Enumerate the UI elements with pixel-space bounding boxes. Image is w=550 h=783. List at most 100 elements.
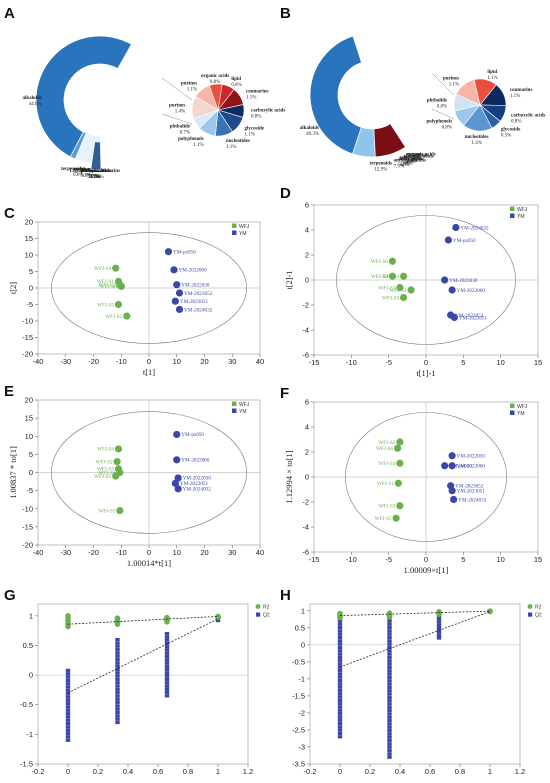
inner-pct-9: 1.4%	[175, 110, 185, 115]
x-tick-label-1: -10	[346, 555, 357, 564]
y-tick-label-5: 5	[29, 450, 33, 459]
x-tick-label-3: -10	[116, 357, 127, 366]
inner-label-3: coumarins	[246, 90, 269, 95]
legend-label-1: YM	[517, 411, 525, 417]
slice-pct-0: 49.3%	[306, 132, 319, 137]
y-tick-label-9: 1	[301, 606, 305, 615]
q2-marker-0-28	[337, 642, 343, 646]
score-point-0	[396, 438, 404, 446]
x-axis-label: 1.00014*t[1]	[127, 558, 171, 568]
inner-label-2: lipid	[231, 77, 241, 82]
q2-marker-1-0	[387, 755, 392, 759]
inner-pct-1: 0.8%	[210, 80, 220, 85]
connector-line-top	[431, 72, 455, 96]
x-tick-label-4: 5	[461, 555, 465, 564]
inner-pct-8: 0.7%	[180, 130, 190, 135]
slice-pct-0: 44.0%	[29, 102, 42, 107]
q2-marker-0-8	[65, 712, 71, 716]
inner-label-0: purines	[181, 81, 197, 86]
q2-marker-1-9	[115, 691, 120, 695]
q2-marker-1-17	[387, 699, 392, 703]
y-tick-label-1: -1	[26, 730, 33, 739]
slice-pct-4: 2.7%	[88, 175, 98, 180]
q2-marker-0-18	[65, 678, 71, 682]
score-point-5	[400, 293, 408, 302]
q2-marker-2-14	[164, 648, 170, 652]
inner-label-7: purines	[443, 76, 459, 81]
point-label-0: WFJ-S6	[371, 259, 388, 265]
x-tick-label-8: 40	[256, 548, 264, 557]
point-label-6: YM-pz050	[173, 250, 196, 256]
y-axis-label: 1.12994 × to[1]	[284, 450, 294, 503]
point-label-7: YM-2022060	[178, 268, 207, 274]
legend-label-1: Q2	[263, 613, 270, 619]
score-point-7	[444, 236, 452, 244]
point-label-10: YM-2023052	[455, 313, 484, 319]
q2-marker-1-6	[115, 701, 120, 705]
q2-marker-0-13	[65, 695, 71, 699]
q2-marker-0-3	[65, 728, 71, 732]
x-tick-label-3: 0.4	[395, 767, 405, 776]
score-point-0	[388, 257, 396, 265]
q2-marker-1-41	[387, 619, 392, 623]
inner-label-4: nucleotides	[465, 135, 489, 140]
panel-label-g: G	[4, 587, 16, 604]
x-tick-label-0: -40	[33, 357, 44, 366]
q2-marker-1-19	[115, 657, 120, 662]
score-point-0	[112, 264, 120, 272]
q2-marker-1-23	[115, 644, 120, 648]
q2-marker-0-21	[65, 668, 71, 672]
y-tick-label-6: -0.5	[292, 657, 305, 666]
y-tick-label-6: 6	[305, 398, 309, 407]
inner-pct-6: 1.1%	[226, 145, 236, 150]
r2-regression-line	[339, 610, 491, 616]
q2-marker-1-11	[115, 684, 120, 688]
y-tick-label-6: 10	[25, 432, 33, 441]
q2-marker-2-5	[164, 677, 170, 682]
q2-marker-0-16	[65, 685, 71, 689]
y-tick-label-1: -15	[22, 522, 33, 531]
panel-label-f: F	[280, 385, 289, 402]
y-tick-label-1: -4	[302, 326, 309, 335]
slice-label-6: flavonoids	[406, 153, 428, 158]
legend-swatch-1	[256, 612, 261, 617]
y-tick-label-0: -20	[22, 541, 33, 550]
q2-marker-1-37	[387, 632, 392, 636]
q2-marker-0-18	[337, 675, 343, 679]
slice-pct-2: 6.0%	[73, 173, 83, 178]
inner-label-5: polyphenols	[426, 120, 452, 125]
point-label-4: WFJ-S3	[378, 504, 395, 510]
q2-marker-2-9	[164, 664, 170, 668]
inner-label-1: coumarins	[510, 88, 533, 93]
connector-line-top	[161, 77, 193, 101]
point-label-5: WFJ-S5	[382, 295, 399, 301]
score-point-5	[392, 514, 400, 522]
plot-frame	[37, 603, 249, 765]
pie-slice-10	[90, 141, 102, 171]
hotelling-ellipse	[336, 215, 516, 345]
score-point-2	[400, 272, 408, 280]
q2-marker-1-26	[387, 669, 392, 673]
q2-marker-0-32	[337, 629, 343, 633]
slice-pct-6: 1.9%	[406, 159, 416, 164]
slice-label-2: terpenoids	[370, 161, 393, 166]
y-tick-label-4: 0.5	[23, 641, 33, 650]
y-tick-label-3: 0	[29, 671, 33, 680]
q2-marker-0-20	[65, 672, 71, 676]
q2-marker-0-20	[337, 668, 343, 673]
q2-marker-1-15	[115, 671, 120, 675]
inner-label-2: carboxylic acids	[511, 113, 545, 118]
y-tick-label-3: -2	[298, 708, 305, 717]
score-point-10	[171, 297, 179, 305]
y-axis-label: 1.00837 * to[1]	[8, 446, 18, 499]
q2-marker-1-34	[387, 642, 392, 646]
slice-label-0: alkaloids	[300, 126, 319, 131]
score-point-1	[113, 458, 121, 466]
score-point-4	[396, 502, 404, 510]
q2-marker-1-40	[387, 622, 392, 626]
inner-pct-2: 0.8%	[231, 83, 241, 88]
inner-label-4: carboxylic acids	[251, 108, 285, 113]
q2-marker-1-14	[115, 674, 120, 678]
hotelling-ellipse	[51, 411, 247, 534]
